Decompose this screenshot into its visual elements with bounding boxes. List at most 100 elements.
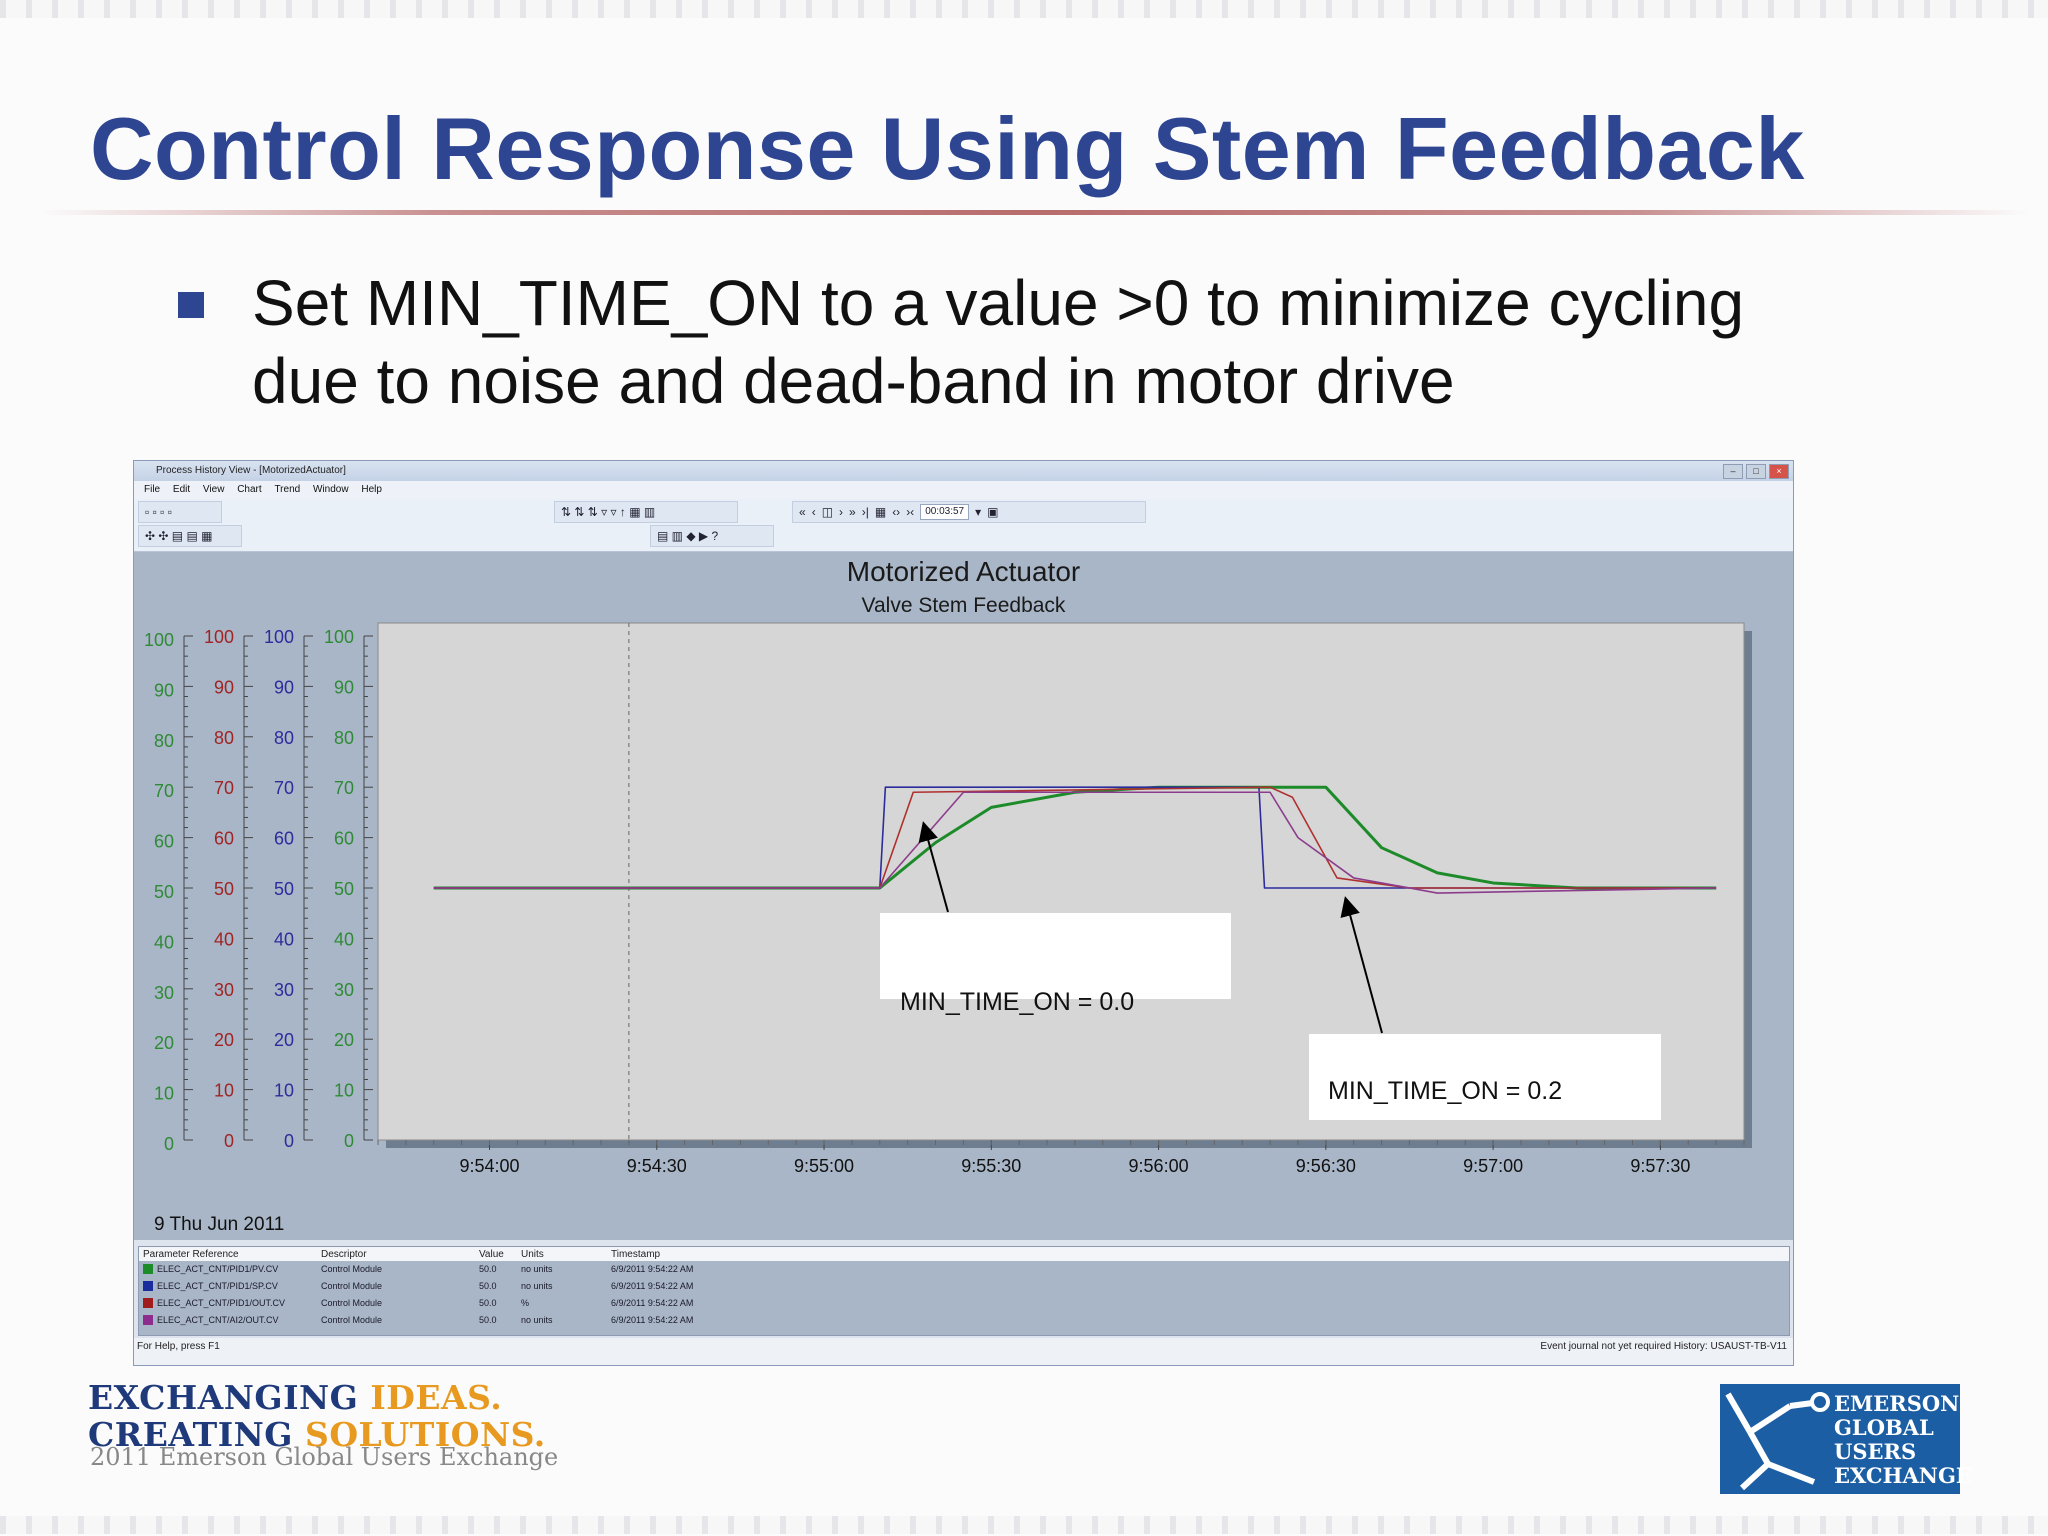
navigation-tools[interactable]: « ‹ ◫ › » ›| ▦ ‹› ›‹ 00:03:57 ▾ ▣ bbox=[792, 501, 1146, 523]
cell-desc: Control Module bbox=[321, 1298, 383, 1308]
y-tick-label: 40 bbox=[274, 929, 294, 949]
emerson-logo: EMERSON GLOBAL USERS EXCHANGE bbox=[1720, 1384, 1972, 1494]
series-line-4 bbox=[433, 791, 1717, 894]
maximize-button[interactable]: □ bbox=[1746, 464, 1766, 479]
y-tick-label: 100 bbox=[324, 627, 354, 647]
title-divider bbox=[40, 210, 2030, 215]
y-tick-label: 60 bbox=[274, 829, 294, 849]
y-tick-label: 100 bbox=[204, 627, 234, 647]
table-row[interactable]: ELEC_ACT_CNT/PID1/OUT.CV Control Module 50… bbox=[139, 1295, 1789, 1312]
col-value[interactable]: Value bbox=[479, 1249, 504, 1260]
cell-units: no units bbox=[521, 1315, 553, 1325]
cell-value: 50.0 bbox=[479, 1298, 497, 1308]
cell-ts: 6/9/2011 9:54:22 AM bbox=[611, 1264, 694, 1274]
menu-file[interactable]: File bbox=[144, 484, 161, 495]
window-titlebar: Process History View - [MotorizedActuato… bbox=[134, 461, 1793, 481]
menu-trend[interactable]: Trend bbox=[274, 484, 301, 495]
chart-svg: 9:54:00 9:54:30 9:55:00 9:55:30 9:56:00 9:56:… bbox=[144, 622, 1752, 1176]
series-color-swatch bbox=[143, 1315, 153, 1325]
chart-subtitle: Valve Stem Feedback bbox=[861, 594, 1066, 617]
save-icon[interactable]: ▣ bbox=[987, 505, 999, 519]
cell-ts: 6/9/2011 9:54:22 AM bbox=[611, 1298, 694, 1308]
footer-tagline-1: EXCHANGING IDEAS. bbox=[88, 1378, 503, 1417]
bottom-dot-border bbox=[0, 1516, 2048, 1534]
y-tick-label: 70 bbox=[154, 781, 174, 801]
y-tick-label: 0 bbox=[164, 1134, 174, 1154]
y-tick-label: 80 bbox=[154, 731, 174, 751]
cell-desc: Control Module bbox=[321, 1281, 383, 1291]
y-tick-label: 100 bbox=[144, 630, 174, 650]
footer-tagline-2: CREATING SOLUTIONS. bbox=[88, 1415, 546, 1454]
parameter-panel: Parameter Reference Descriptor Value Uni… bbox=[134, 1240, 1793, 1338]
chart-title: Motorized Actuator bbox=[846, 556, 1081, 587]
x-tick-label: 9:57:30 bbox=[1630, 1156, 1690, 1176]
zoom-icon[interactable]: ▦ bbox=[874, 505, 887, 519]
menu-bar: File Edit View Chart Trend Window Help bbox=[134, 481, 1793, 499]
file-tools[interactable]: ▫ ▫ ▫ ▫ bbox=[138, 501, 222, 523]
status-bar: For Help, press F1 Event journal not yet… bbox=[134, 1338, 1793, 1365]
table-row[interactable]: ELEC_ACT_CNT/AI2/OUT.CV Control Module 50.… bbox=[139, 1312, 1789, 1329]
y-tick-label: 50 bbox=[214, 879, 234, 899]
y-tick-label: 70 bbox=[274, 778, 294, 798]
trend-tools[interactable]: ⇅ ⇅ ⇅ ▿ ▿ ↑ ▦ ▥ bbox=[554, 501, 738, 523]
rewind-icon[interactable]: « bbox=[799, 505, 806, 519]
pause-icon[interactable]: ◫ bbox=[821, 505, 834, 519]
window-title: Process History View - [MotorizedActuato… bbox=[156, 465, 346, 476]
close-button[interactable]: × bbox=[1769, 464, 1789, 479]
x-tick-label: 9:54:00 bbox=[459, 1156, 519, 1176]
y-tick-label: 40 bbox=[214, 929, 234, 949]
bullet-text-line-2: due to noise and dead-band in motor driv… bbox=[252, 345, 1455, 417]
minimize-button[interactable]: – bbox=[1723, 464, 1743, 479]
cell-desc: Control Module bbox=[321, 1264, 383, 1274]
y-tick-label: 20 bbox=[154, 1033, 174, 1053]
chevron-down-icon[interactable]: ▾ bbox=[975, 505, 982, 519]
y-tick-label: 90 bbox=[154, 680, 174, 700]
menu-window[interactable]: Window bbox=[312, 484, 349, 495]
menu-chart[interactable]: Chart bbox=[237, 484, 262, 495]
annotation-text-1: MIN_TIME_ON = 0.0 bbox=[900, 988, 1135, 1016]
y-tick-label: 80 bbox=[274, 728, 294, 748]
table-row[interactable]: ELEC_ACT_CNT/PID1/SP.CV Control Module 50.… bbox=[139, 1278, 1789, 1295]
y-tick-label: 30 bbox=[274, 980, 294, 1000]
y-tick-label: 60 bbox=[334, 829, 354, 849]
menu-help[interactable]: Help bbox=[361, 484, 382, 495]
forward-icon[interactable]: › bbox=[839, 505, 844, 519]
col-param-ref[interactable]: Parameter Reference bbox=[143, 1249, 239, 1260]
end-icon[interactable]: ›| bbox=[861, 505, 869, 519]
cursor-tools[interactable]: ✣ ✣ ▤ ▤ ▦ bbox=[138, 525, 242, 547]
y-tick-label: 90 bbox=[274, 677, 294, 697]
col-timestamp[interactable]: Timestamp bbox=[611, 1249, 661, 1260]
y-tick-label: 30 bbox=[214, 980, 234, 1000]
shrink-icon[interactable]: ›‹ bbox=[906, 505, 915, 519]
col-units[interactable]: Units bbox=[521, 1249, 544, 1260]
y-tick-label: 70 bbox=[214, 778, 234, 798]
cell-value: 50.0 bbox=[479, 1315, 497, 1325]
fast-forward-icon[interactable]: » bbox=[849, 505, 856, 519]
cell-ref: ELEC_ACT_CNT/AI2/OUT.CV bbox=[157, 1315, 279, 1325]
y-tick-label: 10 bbox=[214, 1081, 234, 1101]
expand-icon[interactable]: ‹› bbox=[892, 505, 901, 519]
cell-units: no units bbox=[521, 1281, 553, 1291]
y-tick-label: 10 bbox=[334, 1081, 354, 1101]
menu-edit[interactable]: Edit bbox=[172, 484, 191, 495]
menu-view[interactable]: View bbox=[202, 484, 225, 495]
y-tick-label: 20 bbox=[274, 1030, 294, 1050]
annotation-box-2: MIN_TIME_ON = 0.2 bbox=[1309, 1034, 1661, 1120]
cell-units: no units bbox=[521, 1264, 553, 1274]
edit-tools[interactable]: ▤ ▥ ◆ ▶ ? bbox=[650, 525, 774, 547]
y-tick-label: 100 bbox=[264, 627, 294, 647]
y-tick-label: 60 bbox=[214, 829, 234, 849]
parameter-table-header: Parameter Reference Descriptor Value Uni… bbox=[139, 1247, 1789, 1261]
back-icon[interactable]: ‹ bbox=[811, 505, 816, 519]
time-span-field[interactable]: 00:03:57 bbox=[920, 504, 970, 520]
process-history-window: Process History View - [MotorizedActuato… bbox=[133, 460, 1794, 1366]
network-logo-icon bbox=[1725, 1392, 1830, 1491]
status-help: For Help, press F1 bbox=[137, 1341, 220, 1352]
y-tick-label: 40 bbox=[334, 929, 354, 949]
table-row[interactable]: ELEC_ACT_CNT/PID1/PV.CV Control Module 50.… bbox=[139, 1261, 1789, 1278]
chart-date-label: 9 Thu Jun 2011 bbox=[154, 1214, 285, 1235]
col-descriptor[interactable]: Descriptor bbox=[321, 1249, 367, 1260]
y-tick-label: 30 bbox=[154, 983, 174, 1003]
cell-value: 50.0 bbox=[479, 1264, 497, 1274]
series-color-swatch bbox=[143, 1264, 153, 1274]
